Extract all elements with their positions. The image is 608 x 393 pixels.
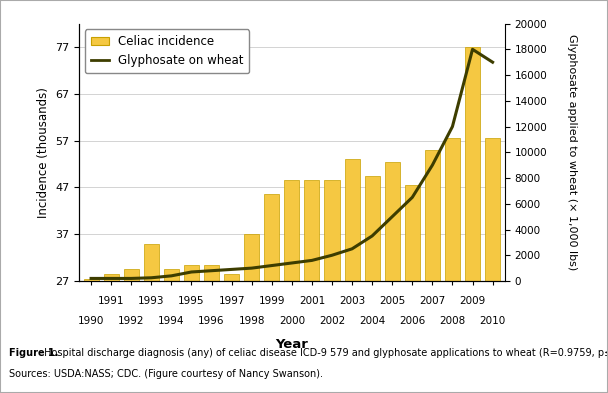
Y-axis label: Incidence (thousands): Incidence (thousands) bbox=[36, 87, 49, 218]
Text: 1991: 1991 bbox=[98, 296, 125, 307]
Bar bbox=[103, 274, 119, 393]
Bar bbox=[285, 180, 299, 393]
Text: 2004: 2004 bbox=[359, 316, 385, 326]
Text: 2005: 2005 bbox=[379, 296, 406, 307]
Bar bbox=[385, 162, 399, 393]
Bar bbox=[425, 150, 440, 393]
Text: 1999: 1999 bbox=[258, 296, 285, 307]
Text: 2007: 2007 bbox=[420, 296, 446, 307]
Text: 2003: 2003 bbox=[339, 296, 365, 307]
Bar bbox=[325, 180, 339, 393]
Bar bbox=[305, 180, 319, 393]
Text: 1992: 1992 bbox=[118, 316, 145, 326]
Text: 1998: 1998 bbox=[238, 316, 265, 326]
Text: Year: Year bbox=[275, 338, 308, 351]
Text: Hospital discharge diagnosis (any) of celiac disease ICD-9 579 and glyphosate ap: Hospital discharge diagnosis (any) of ce… bbox=[41, 348, 608, 358]
Text: 1993: 1993 bbox=[138, 296, 165, 307]
Bar bbox=[445, 138, 460, 393]
Bar bbox=[365, 176, 379, 393]
Bar bbox=[123, 269, 139, 393]
Bar bbox=[465, 47, 480, 393]
Text: Figure 1.: Figure 1. bbox=[9, 348, 58, 358]
Text: 1996: 1996 bbox=[198, 316, 225, 326]
Bar bbox=[244, 234, 259, 393]
Bar bbox=[224, 274, 239, 393]
Text: Sources: USDA:NASS; CDC. (Figure courtesy of Nancy Swanson).: Sources: USDA:NASS; CDC. (Figure courtes… bbox=[9, 369, 323, 378]
Text: 2001: 2001 bbox=[299, 296, 325, 307]
Text: 1997: 1997 bbox=[218, 296, 245, 307]
Y-axis label: Glyphosate applied to wheat (× 1,000 lbs): Glyphosate applied to wheat (× 1,000 lbs… bbox=[567, 34, 576, 270]
Legend: Celiac incidence, Glyphosate on wheat: Celiac incidence, Glyphosate on wheat bbox=[85, 29, 249, 73]
Text: 2009: 2009 bbox=[460, 296, 486, 307]
Bar bbox=[83, 279, 98, 393]
Text: 1990: 1990 bbox=[78, 316, 105, 326]
Text: 2002: 2002 bbox=[319, 316, 345, 326]
Text: 2000: 2000 bbox=[279, 316, 305, 326]
Bar bbox=[204, 264, 219, 393]
Bar bbox=[143, 244, 159, 393]
Bar bbox=[405, 185, 420, 393]
Bar bbox=[164, 269, 179, 393]
Text: 2010: 2010 bbox=[480, 316, 506, 326]
Bar bbox=[345, 159, 359, 393]
Bar bbox=[184, 264, 199, 393]
Text: 1994: 1994 bbox=[158, 316, 185, 326]
Text: 1995: 1995 bbox=[178, 296, 205, 307]
Bar bbox=[485, 138, 500, 393]
Text: 2008: 2008 bbox=[440, 316, 466, 326]
Text: 2006: 2006 bbox=[399, 316, 426, 326]
Bar bbox=[264, 195, 279, 393]
